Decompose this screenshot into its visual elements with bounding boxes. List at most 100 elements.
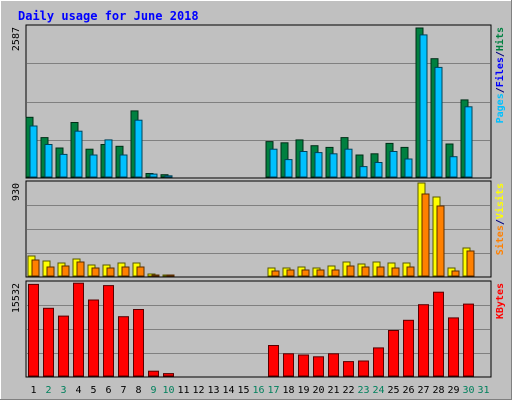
bar-files-day-19: [299, 151, 308, 178]
bar-sites-day-25: [391, 267, 400, 277]
bar-files-day-20: [314, 152, 323, 178]
bar-sites-day-19: [301, 269, 310, 277]
x-tick-label: 15: [237, 385, 249, 396]
legend-hits-files-pages: Pages/Files/Hits: [494, 27, 506, 123]
legend-entry: /: [495, 51, 506, 57]
bar-sites-day-24: [376, 266, 385, 277]
bar-files-day-8: [134, 119, 143, 178]
bar-files-day-24: [374, 162, 383, 178]
bar-sites-day-21: [331, 269, 340, 277]
bar-sites-day-8: [136, 266, 145, 277]
bar-kbytes-day-30: [463, 303, 474, 377]
bar-sites-day-28: [436, 205, 445, 277]
bar-files-day-26: [404, 158, 413, 178]
bar-sites-day-6: [106, 267, 115, 277]
bar-kbytes-day-6: [103, 285, 114, 377]
bar-files-day-3: [59, 153, 68, 178]
x-tick-label: 29: [447, 385, 459, 396]
bar-sites-day-4: [76, 261, 85, 277]
bar-files-day-9: [149, 173, 158, 178]
x-tick-label: 3: [60, 385, 66, 396]
bar-sites-day-30: [466, 250, 475, 277]
bar-kbytes-day-19: [298, 354, 309, 377]
bar-files-day-17: [269, 148, 278, 178]
legend-entry: Hits: [494, 27, 506, 51]
x-tick-label: 7: [120, 385, 126, 396]
panel-kbytes: 15532 KBytes: [11, 280, 506, 378]
bar-files-day-1: [29, 125, 38, 178]
x-tick-label: 20: [312, 385, 324, 396]
x-tick-label: 19: [297, 385, 309, 396]
bar-kbytes-day-17: [268, 345, 279, 377]
bar-kbytes-day-29: [448, 317, 459, 377]
legend-entry: KBytes: [495, 283, 506, 319]
bar-kbytes-day-9: [148, 370, 159, 377]
bar-kbytes-day-21: [328, 353, 339, 377]
bar-sites-day-2: [46, 266, 55, 277]
x-tick-label: 14: [222, 385, 234, 396]
bar-sites-day-27: [421, 193, 430, 277]
bar-files-day-18: [284, 159, 293, 178]
x-tick-label: 11: [177, 385, 189, 396]
x-tick-label: 8: [135, 385, 141, 396]
x-tick-label: 23: [357, 385, 369, 396]
day-labels: 1 2 3 4 5 6 7 8 9 10 11 12 13 14 15 16 17 18 19 20 21 22 23 24 2…: [30, 385, 489, 396]
x-tick-label: 27: [417, 385, 429, 396]
x-tick-label: 6: [105, 385, 111, 396]
bar-sites-day-26: [406, 266, 415, 277]
bar-files-day-21: [329, 153, 338, 178]
bar-files-day-10: [164, 175, 173, 178]
y-max-label: 15532: [11, 283, 22, 313]
x-tick-label: 1: [30, 385, 36, 396]
x-tick-label: 31: [477, 385, 489, 396]
bar-kbytes-day-22: [343, 361, 354, 377]
x-tick-label: 13: [207, 385, 219, 396]
legend-entry: Visits: [494, 183, 506, 219]
bar-kbytes-day-4: [73, 282, 84, 377]
y-max-label: 2587: [11, 27, 22, 51]
x-tick-label: 30: [462, 385, 474, 396]
bar-kbytes-day-24: [373, 347, 384, 377]
x-tick-label: 9: [150, 385, 156, 396]
bar-files-day-4: [74, 130, 83, 178]
x-tick-label: 24: [372, 385, 384, 396]
panel-hits-files-pages: 2587 Pages/Files/Hits: [11, 24, 506, 179]
bar-kbytes-day-27: [418, 304, 429, 377]
bar-files-day-30: [464, 106, 473, 178]
bar-kbytes-day-28: [433, 291, 444, 377]
bar-sites-day-10: [166, 274, 175, 277]
x-tick-label: 28: [432, 385, 444, 396]
bar-sites-day-23: [361, 266, 370, 277]
bar-kbytes-day-2: [43, 307, 54, 377]
legend-entry: /: [495, 219, 506, 225]
bar-files-day-23: [359, 166, 368, 178]
legend-entry: /: [495, 87, 506, 93]
x-tick-label: 16: [252, 385, 264, 396]
bar-sites-day-3: [61, 265, 70, 277]
bar-sites-day-5: [91, 267, 100, 277]
bar-kbytes-day-25: [388, 330, 399, 377]
bar-sites-day-18: [286, 269, 295, 277]
bar-sites-day-17: [271, 270, 280, 277]
bar-kbytes-day-1: [28, 283, 39, 377]
legend-entry: Files: [494, 57, 506, 87]
chart-title: Daily usage for June 2018: [18, 9, 199, 23]
bar-sites-day-1: [31, 259, 40, 277]
x-tick-label: 10: [162, 385, 174, 396]
panel-visits-sites: 930 Sites/Visits: [11, 180, 506, 278]
legend-kbytes: KBytes: [495, 283, 506, 319]
chart-panels: 2587Pages/Files/Hits930Sites/Visits15532…: [11, 24, 506, 378]
bar-kbytes-day-18: [283, 353, 294, 377]
x-tick-label: 18: [282, 385, 294, 396]
legend-entry: Sites: [494, 225, 506, 255]
x-tick-label: 2: [45, 385, 51, 396]
bar-files-day-27: [419, 34, 428, 178]
bar-sites-day-20: [316, 269, 325, 277]
bar-kbytes-day-5: [88, 299, 99, 377]
bar-sites-day-22: [346, 265, 355, 277]
x-tick-label: 17: [267, 385, 279, 396]
bar-kbytes-day-7: [118, 316, 129, 377]
bar-kbytes-day-26: [403, 319, 414, 377]
bar-files-day-22: [344, 148, 353, 178]
